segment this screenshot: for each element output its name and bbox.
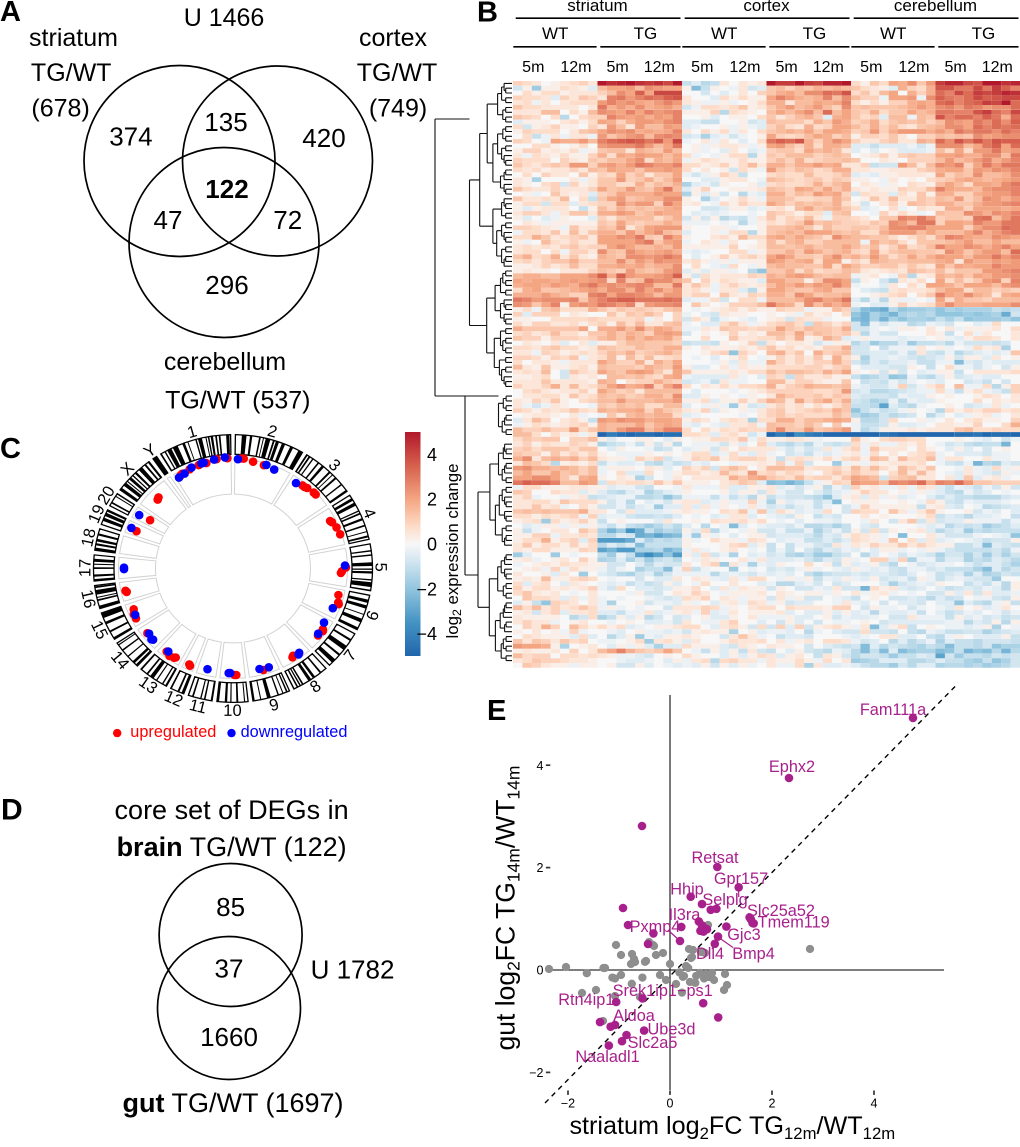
svg-text:0: 0 <box>667 1097 674 1111</box>
svg-text:(749): (749) <box>369 95 427 123</box>
svg-text:−2: −2 <box>416 579 437 599</box>
svg-text:37: 37 <box>215 954 244 984</box>
svg-text:5m: 5m <box>944 59 966 76</box>
svg-text:striatum: striatum <box>29 24 118 52</box>
svg-text:Rtn4ip1: Rtn4ip1 <box>558 991 614 1009</box>
svg-text:TG/WT (537): TG/WT (537) <box>165 386 310 414</box>
svg-text:4: 4 <box>427 445 437 465</box>
svg-text:Dll4: Dll4 <box>696 945 724 963</box>
svg-text:Ephx2: Ephx2 <box>769 758 815 776</box>
svg-text:Gjc3: Gjc3 <box>727 926 760 944</box>
svg-text:core set of DEGs in: core set of DEGs in <box>115 795 349 825</box>
svg-text:72: 72 <box>273 205 302 235</box>
svg-text:17: 17 <box>76 559 94 577</box>
svg-text:11: 11 <box>187 696 208 718</box>
svg-text:striatum: striatum <box>567 0 627 15</box>
svg-text:47: 47 <box>154 205 183 235</box>
svg-text:−4: −4 <box>416 624 437 644</box>
svg-text:Pxmp4: Pxmp4 <box>630 918 681 936</box>
svg-text:WT: WT <box>880 24 906 43</box>
svg-text:85: 85 <box>216 892 245 922</box>
svg-text:Bmp4: Bmp4 <box>732 945 775 963</box>
svg-text:12m: 12m <box>898 59 929 76</box>
svg-text:A: A <box>0 0 21 28</box>
svg-text:C: C <box>0 433 21 465</box>
svg-text:420: 420 <box>302 123 345 153</box>
svg-text:cerebellum: cerebellum <box>894 0 977 15</box>
svg-text:WT: WT <box>542 24 568 43</box>
svg-text:1660: 1660 <box>200 1022 258 1052</box>
svg-text:18: 18 <box>78 527 100 549</box>
svg-text:(678): (678) <box>31 95 89 123</box>
svg-text:upregulated: upregulated <box>130 723 216 741</box>
svg-text:135: 135 <box>204 107 247 137</box>
svg-text:TG: TG <box>972 24 996 43</box>
svg-text:striatum log2FC TG12m/WT12m: striatum log2FC TG12m/WT12m <box>569 1112 895 1142</box>
svg-text:374: 374 <box>109 121 152 151</box>
svg-text:10: 10 <box>223 702 241 720</box>
svg-text:5m: 5m <box>775 59 797 76</box>
svg-text:Gpr157: Gpr157 <box>714 870 768 888</box>
svg-text:12m: 12m <box>729 59 760 76</box>
svg-text:−2: −2 <box>529 1066 543 1080</box>
svg-text:gut log2FC TG14m/WT14m: gut log2FC TG14m/WT14m <box>491 766 524 1051</box>
svg-text:gut TG/WT (1697): gut TG/WT (1697) <box>122 1088 343 1118</box>
svg-text:TG/WT: TG/WT <box>357 59 438 87</box>
svg-text:296: 296 <box>205 270 248 300</box>
svg-text:U 1466: U 1466 <box>184 4 265 32</box>
svg-text:cerebellum: cerebellum <box>164 348 286 376</box>
svg-text:Naaladl1: Naaladl1 <box>575 1048 639 1066</box>
svg-text:B: B <box>477 0 498 29</box>
svg-text:Fam111a: Fam111a <box>860 701 927 719</box>
svg-text:5m: 5m <box>522 59 544 76</box>
svg-text:E: E <box>487 695 506 727</box>
svg-text:12m: 12m <box>644 59 675 76</box>
svg-text:4: 4 <box>871 1097 878 1111</box>
svg-text:0: 0 <box>537 964 544 978</box>
svg-text:5m: 5m <box>691 59 713 76</box>
svg-text:U 1782: U 1782 <box>311 955 395 985</box>
svg-text:12: 12 <box>161 687 185 711</box>
svg-text:12m: 12m <box>560 59 591 76</box>
svg-text:Retsat: Retsat <box>691 849 739 867</box>
svg-text:5m: 5m <box>606 59 628 76</box>
svg-text:D: D <box>1 794 23 827</box>
svg-text:−2: −2 <box>561 1097 575 1111</box>
svg-text:12m: 12m <box>982 59 1013 76</box>
svg-text:Il3ra: Il3ra <box>669 906 702 924</box>
svg-text:Slc25a52: Slc25a52 <box>747 902 815 920</box>
svg-text:brain TG/WT (122): brain TG/WT (122) <box>117 832 347 862</box>
svg-text:0: 0 <box>427 535 437 555</box>
svg-text:WT: WT <box>711 24 737 43</box>
svg-text:2: 2 <box>427 490 437 510</box>
svg-text:cortex: cortex <box>359 24 428 52</box>
svg-text:16: 16 <box>77 588 99 610</box>
svg-text:TG: TG <box>634 24 658 43</box>
svg-text:Selplg: Selplg <box>702 891 747 909</box>
svg-text:downregulated: downregulated <box>241 723 348 741</box>
svg-text:2: 2 <box>769 1097 776 1111</box>
svg-text:TG: TG <box>803 24 827 43</box>
svg-text:2: 2 <box>537 861 544 875</box>
svg-text:5: 5 <box>371 563 389 572</box>
svg-text:Tmem119: Tmem119 <box>758 914 830 932</box>
svg-text:12m: 12m <box>813 59 844 76</box>
svg-text:Srek1ip1−ps1: Srek1ip1−ps1 <box>613 982 713 1000</box>
svg-text:log2 expression change: log2 expression change <box>443 464 464 639</box>
svg-text:122: 122 <box>205 174 248 204</box>
svg-text:Aldoa: Aldoa <box>613 1007 656 1025</box>
svg-text:Slc2a5: Slc2a5 <box>628 1034 678 1052</box>
svg-text:Ube3d: Ube3d <box>648 1021 696 1039</box>
svg-text:Hhip: Hhip <box>670 880 704 898</box>
svg-text:TG/WT: TG/WT <box>31 59 112 87</box>
svg-text:19: 19 <box>85 502 109 526</box>
svg-text:cortex: cortex <box>743 0 790 15</box>
svg-text:5m: 5m <box>860 59 882 76</box>
svg-text:4: 4 <box>537 759 544 773</box>
